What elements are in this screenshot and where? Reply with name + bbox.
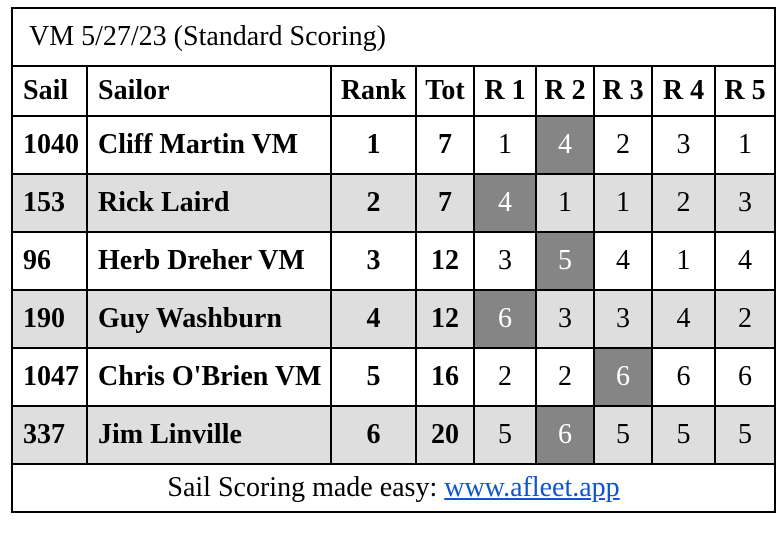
race-cell: 3	[473, 231, 537, 291]
race-cell: 1	[593, 173, 653, 233]
rank-cell: 1	[330, 115, 417, 175]
tot-cell: 20	[415, 405, 475, 465]
column-header-r4: R 4	[651, 65, 716, 117]
race-cell: 1	[535, 173, 595, 233]
tot-cell: 7	[415, 115, 475, 175]
column-header-r2: R 2	[535, 65, 595, 117]
column-header-tot: Tot	[415, 65, 475, 117]
afleet-link[interactable]: www.afleet.app	[444, 472, 620, 503]
title-row: VM 5/27/23 (Standard Scoring)	[10, 7, 777, 67]
sailor-cell: Jim Linville	[86, 405, 332, 465]
column-header-r1: R 1	[473, 65, 537, 117]
rank-cell: 5	[330, 347, 417, 407]
race-cell: 6	[535, 405, 595, 465]
table-row: 337 Jim Linville 6 20 5 6 5 5 5	[11, 405, 777, 465]
race-cell: 4	[651, 289, 716, 349]
race-cell: 1	[473, 115, 537, 175]
race-cell: 1	[651, 231, 716, 291]
table-row: 96 Herb Dreher VM 3 12 3 5 4 1 4	[11, 231, 777, 291]
tot-cell: 7	[415, 173, 475, 233]
sail-cell: 153	[11, 173, 88, 233]
page-title: VM 5/27/23 (Standard Scoring)	[10, 7, 777, 67]
sailor-cell: Cliff Martin VM	[86, 115, 332, 175]
race-cell: 5	[473, 405, 537, 465]
scoring-table: VM 5/27/23 (Standard Scoring) Sail Sailo…	[10, 7, 777, 513]
sail-cell: 1047	[11, 347, 88, 407]
column-header-sail: Sail	[11, 65, 88, 117]
race-cell: 4	[473, 173, 537, 233]
tot-cell: 16	[415, 347, 475, 407]
race-cell: 2	[535, 347, 595, 407]
race-cell: 6	[651, 347, 716, 407]
header-row: Sail Sailor Rank Tot R 1 R 2 R 3 R 4 R 5	[11, 65, 777, 117]
sailor-cell: Rick Laird	[86, 173, 332, 233]
race-cell: 3	[535, 289, 595, 349]
race-cell: 6	[473, 289, 537, 349]
race-cell: 5	[651, 405, 716, 465]
sailor-cell: Chris O'Brien VM	[86, 347, 332, 407]
footer-row: Sail Scoring made easy: www.afleet.app	[10, 463, 777, 513]
column-header-rank: Rank	[330, 65, 417, 117]
sail-cell: 337	[11, 405, 88, 465]
rank-cell: 6	[330, 405, 417, 465]
race-cell: 2	[651, 173, 716, 233]
race-cell: 3	[651, 115, 716, 175]
tot-cell: 12	[415, 289, 475, 349]
race-cell: 3	[593, 289, 653, 349]
sailor-cell: Herb Dreher VM	[86, 231, 332, 291]
race-cell: 4	[593, 231, 653, 291]
race-cell: 5	[535, 231, 595, 291]
race-cell: 5	[713, 405, 777, 465]
column-header-r5: R 5	[713, 65, 777, 117]
race-cell: 2	[593, 115, 653, 175]
sail-cell: 1040	[11, 115, 88, 175]
sailor-cell: Guy Washburn	[86, 289, 332, 349]
table-row: 190 Guy Washburn 4 12 6 3 3 4 2	[11, 289, 777, 349]
table-row: 1040 Cliff Martin VM 1 7 1 4 2 3 1	[11, 115, 777, 175]
column-header-r3: R 3	[593, 65, 653, 117]
race-cell: 2	[713, 289, 777, 349]
table-row: 153 Rick Laird 2 7 4 1 1 2 3	[11, 173, 777, 233]
race-cell: 6	[593, 347, 653, 407]
race-cell: 1	[713, 115, 777, 175]
race-cell: 6	[713, 347, 777, 407]
footer: Sail Scoring made easy: www.afleet.app	[10, 463, 777, 513]
race-cell: 3	[713, 173, 777, 233]
footer-text: Sail Scoring made easy:	[167, 472, 445, 503]
race-cell: 2	[473, 347, 537, 407]
tot-cell: 12	[415, 231, 475, 291]
rank-cell: 3	[330, 231, 417, 291]
rank-cell: 4	[330, 289, 417, 349]
race-cell: 4	[713, 231, 777, 291]
table-row: 1047 Chris O'Brien VM 5 16 2 2 6 6 6	[11, 347, 777, 407]
race-cell: 5	[593, 405, 653, 465]
sail-cell: 96	[11, 231, 88, 291]
race-cell: 4	[535, 115, 595, 175]
column-header-sailor: Sailor	[86, 65, 332, 117]
rank-cell: 2	[330, 173, 417, 233]
sail-cell: 190	[11, 289, 88, 349]
